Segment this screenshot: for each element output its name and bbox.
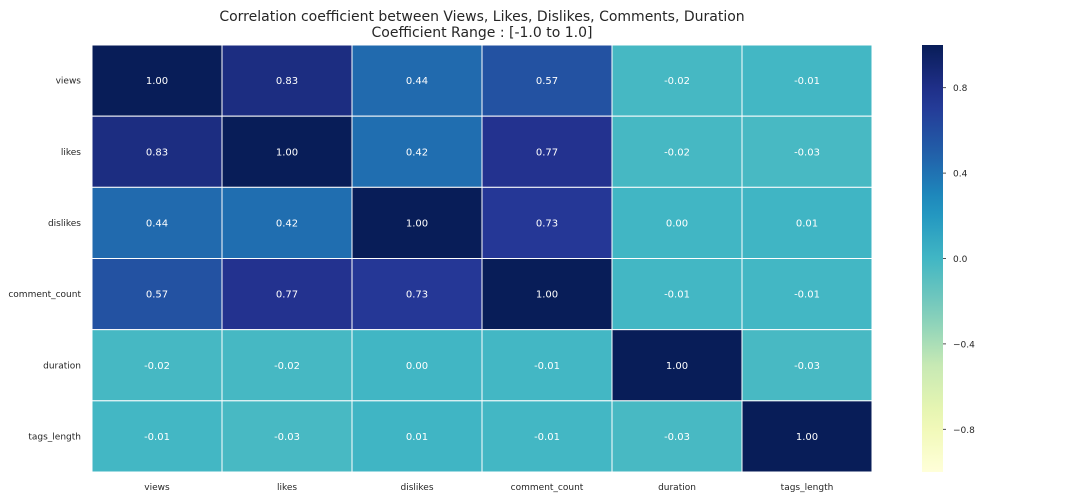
cell-value-label: -0.01: [534, 432, 560, 443]
chart-title: Correlation coefficient between Views, L…: [219, 9, 745, 25]
cell-value-label: 0.77: [276, 290, 298, 301]
chart-subtitle: Coefficient Range : [-1.0 to 1.0]: [371, 25, 593, 41]
heatmap-cell-likes-duration: [611, 115, 743, 188]
cell-value-label: 1.00: [146, 76, 168, 87]
heatmap-cell-dislikes-comment_count: [481, 186, 613, 259]
colorbar-tick-label: 0.8: [953, 84, 968, 94]
cell-value-label: 1.00: [666, 361, 688, 372]
colorbar: [922, 45, 943, 472]
cell-value-label: -0.03: [274, 432, 300, 443]
cell-value-label: 0.73: [536, 218, 558, 229]
x-tick-label: comment_count: [511, 483, 584, 493]
cell-value-label: 0.57: [536, 76, 558, 87]
cell-value-label: -0.01: [794, 290, 820, 301]
y-tick-label: comment_count: [8, 290, 81, 300]
cell-value-label: -0.01: [794, 76, 820, 87]
x-tick-label: duration: [658, 483, 696, 493]
heatmap-cell-comment_count-comment_count: [481, 258, 613, 331]
cell-value-label: -0.02: [664, 76, 690, 87]
cell-value-label: -0.01: [144, 432, 170, 443]
cell-value-label: 1.00: [796, 432, 818, 443]
heatmap-cell-comment_count-likes: [221, 258, 353, 331]
heatmap-cell-tags_length-tags_length: [741, 400, 873, 473]
heatmap-cell-tags_length-views: [91, 400, 223, 473]
x-tick-label: views: [144, 483, 170, 493]
heatmap-cell-views-comment_count: [481, 44, 613, 117]
heatmap-cell-duration-tags_length: [741, 329, 873, 402]
cell-value-label: 0.77: [536, 147, 558, 158]
cell-value-label: 0.01: [796, 218, 818, 229]
cell-value-label: 0.00: [406, 361, 428, 372]
cell-value-label: 0.01: [406, 432, 428, 443]
y-tick-label: views: [56, 77, 82, 87]
heatmap-cell-tags_length-likes: [221, 400, 353, 473]
cell-value-label: 0.83: [146, 147, 168, 158]
heatmap-cell-likes-comment_count: [481, 115, 613, 188]
cell-value-label: -0.02: [144, 361, 170, 372]
heatmap-cell-views-dislikes: [351, 44, 483, 117]
heatmap-cell-comment_count-views: [91, 258, 223, 331]
heatmap-cell-views-tags_length: [741, 44, 873, 117]
y-tick-label: likes: [61, 148, 81, 158]
cell-value-label: -0.03: [794, 147, 820, 158]
cell-value-label: 0.83: [276, 76, 298, 87]
cell-value-label: -0.02: [664, 147, 690, 158]
heatmap-cell-comment_count-dislikes: [351, 258, 483, 331]
heatmap-cell-duration-views: [91, 329, 223, 402]
colorbar-tick-label: −0.8: [953, 426, 975, 436]
heatmap-cell-dislikes-tags_length: [741, 186, 873, 259]
heatmap-cell-duration-duration: [611, 329, 743, 402]
heatmap-cell-dislikes-views: [91, 186, 223, 259]
heatmap-cell-likes-tags_length: [741, 115, 873, 188]
heatmap-cell-views-views: [91, 44, 223, 117]
y-tick-label: tags_length: [28, 432, 81, 442]
cell-value-label: 1.00: [406, 218, 428, 229]
heatmap-cell-dislikes-likes: [221, 186, 353, 259]
x-tick-label: likes: [277, 483, 297, 493]
cell-value-label: 1.00: [276, 147, 298, 158]
x-tick-label: tags_length: [781, 483, 834, 493]
cell-value-label: -0.02: [274, 361, 300, 372]
cell-value-label: -0.01: [534, 361, 560, 372]
heatmap-cell-tags_length-dislikes: [351, 400, 483, 473]
heatmap-cell-duration-comment_count: [481, 329, 613, 402]
cell-value-label: -0.03: [664, 432, 690, 443]
x-tick-label: dislikes: [400, 483, 433, 493]
heatmap-cell-views-duration: [611, 44, 743, 117]
cell-value-label: 0.44: [146, 218, 168, 229]
heatmap-cell-likes-dislikes: [351, 115, 483, 188]
y-tick-label: duration: [43, 361, 81, 371]
cell-value-label: -0.01: [664, 290, 690, 301]
cell-value-label: -0.03: [794, 361, 820, 372]
cell-value-label: 0.42: [276, 218, 298, 229]
y-tick-label: dislikes: [48, 219, 81, 229]
colorbar-tick-label: −0.4: [953, 340, 975, 350]
cell-value-label: 0.42: [406, 147, 428, 158]
heatmap-cell-comment_count-tags_length: [741, 258, 873, 331]
cell-value-label: 0.73: [406, 290, 428, 301]
colorbar-tick-label: 0.4: [953, 170, 968, 180]
cell-value-label: 0.57: [146, 290, 168, 301]
heatmap-cell-tags_length-duration: [611, 400, 743, 473]
cell-value-label: 0.00: [666, 218, 688, 229]
colorbar-tick-label: 0.0: [953, 255, 968, 265]
cell-value-label: 1.00: [536, 290, 558, 301]
cell-value-label: 0.44: [406, 76, 428, 87]
heatmap-cell-duration-likes: [221, 329, 353, 402]
heatmap-cell-tags_length-comment_count: [481, 400, 613, 473]
